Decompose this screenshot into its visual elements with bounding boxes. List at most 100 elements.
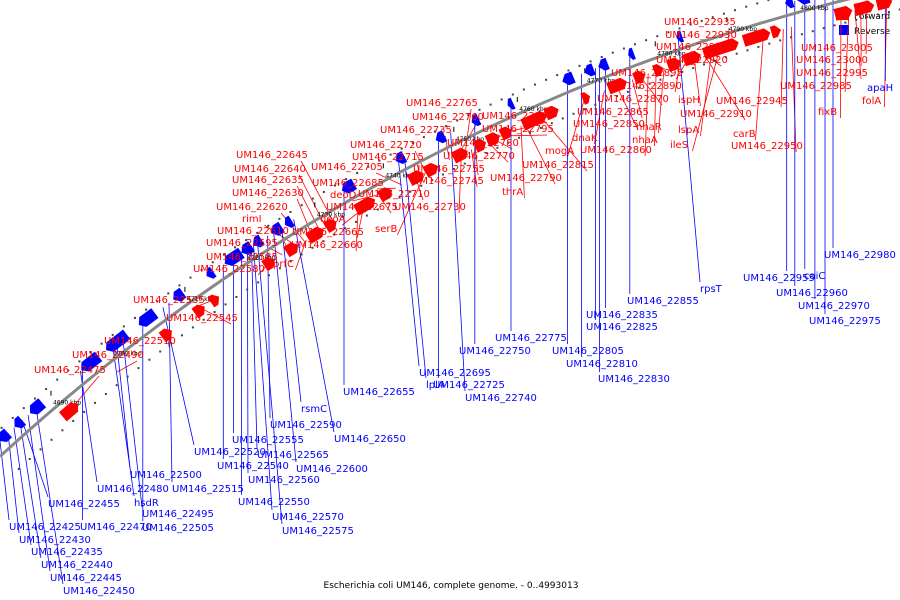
reverse-gene-label[interactable]: UM146_22810 (566, 359, 638, 370)
forward-gene-label[interactable]: ileS (670, 140, 688, 151)
forward-gene-label[interactable]: fixB (818, 107, 837, 118)
forward-gene-label[interactable]: UM146_22675 (326, 202, 398, 213)
forward-gene-label[interactable]: prfC (273, 259, 294, 270)
forward-gene-label[interactable]: UM146_22490 (72, 350, 144, 361)
reverse-gene-label[interactable]: UM146_22435 (31, 547, 103, 558)
forward-gene-label[interactable]: UM146_22925 (656, 42, 728, 53)
reverse-gene-arrow[interactable] (816, 0, 831, 1)
reverse-gene-arrow[interactable] (596, 57, 610, 73)
forward-gene-label[interactable]: UM146_22685 (312, 178, 384, 189)
reverse-gene-label[interactable]: UM146_22655 (343, 387, 415, 398)
forward-gene-label[interactable]: UM146_22475 (34, 365, 106, 376)
forward-gene-arrow[interactable] (406, 168, 427, 186)
reverse-gene-label[interactable]: UM146_22520 (194, 447, 266, 458)
forward-gene-label[interactable]: nhaA (632, 135, 658, 146)
forward-gene-arrow[interactable] (305, 224, 327, 244)
reverse-gene-label[interactable]: UM146_22740 (465, 393, 537, 404)
forward-gene-label[interactable]: UM146_22630 (232, 188, 304, 199)
forward-gene-label[interactable]: folA (862, 96, 881, 107)
forward-gene-label[interactable]: UM146_22765 (406, 98, 478, 109)
forward-gene-arrow[interactable] (853, 0, 875, 16)
forward-gene-arrow[interactable] (632, 69, 647, 85)
reverse-gene-label[interactable]: UM146_22835 (586, 310, 658, 321)
reverse-gene-label[interactable]: UM146_22565 (257, 450, 329, 461)
reverse-gene-label[interactable]: UM146_22575 (282, 526, 354, 537)
forward-gene-label[interactable]: UM146_22510 (104, 336, 176, 347)
reverse-gene-arrow[interactable] (282, 215, 295, 230)
forward-gene-label[interactable]: UM146_22755 (413, 164, 485, 175)
forward-gene-arrow[interactable] (833, 5, 853, 21)
forward-gene-label[interactable]: UM146_22535 (133, 295, 205, 306)
reverse-gene-label[interactable]: UM146_22955 (743, 273, 815, 284)
forward-gene-label[interactable]: UM146_22850 (573, 119, 645, 130)
reverse-gene-arrow[interactable] (393, 150, 408, 166)
forward-gene-label[interactable]: UM146_22715 (352, 152, 424, 163)
reverse-gene-label[interactable]: UM146_22450 (63, 586, 135, 597)
reverse-gene-label[interactable]: UM146_22500 (130, 470, 202, 481)
forward-gene-label[interactable]: UM146_22545 (166, 313, 238, 324)
reverse-gene-arrow[interactable] (26, 398, 47, 418)
reverse-gene-label[interactable]: UM146_22555 (232, 435, 304, 446)
forward-gene-arrow[interactable] (520, 109, 549, 131)
forward-gene-arrow[interactable] (498, 124, 515, 141)
reverse-gene-label[interactable]: UM146_22440 (41, 560, 113, 571)
forward-gene-arrow[interactable] (769, 24, 783, 39)
forward-gene-label[interactable]: UM146_22950 (731, 141, 803, 152)
reverse-gene-label[interactable]: rsmC (301, 404, 327, 415)
forward-gene-label[interactable]: UM146_22945 (716, 96, 788, 107)
forward-gene-label[interactable]: nhaR (636, 122, 662, 133)
reverse-gene-arrow[interactable] (674, 30, 685, 43)
reverse-gene-arrow[interactable] (250, 234, 265, 250)
forward-gene-label[interactable]: UM146_22665 (292, 227, 364, 238)
forward-gene-label[interactable]: UM146_22865 (577, 107, 649, 118)
forward-gene-label[interactable]: UM146_22620 (216, 202, 288, 213)
forward-gene-arrow[interactable] (283, 240, 301, 258)
forward-gene-arrow[interactable] (376, 185, 395, 203)
forward-gene-label[interactable]: UM146_22895 (611, 68, 683, 79)
forward-gene-label[interactable]: thrA (502, 187, 523, 198)
reverse-gene-label[interactable]: UM146_22805 (552, 346, 624, 357)
reverse-gene-label[interactable]: caiC (804, 271, 825, 282)
reverse-gene-label[interactable]: apaH (867, 83, 893, 94)
reverse-gene-arrow[interactable] (433, 130, 448, 145)
forward-gene-label[interactable]: UM146_23005 (801, 43, 873, 54)
reverse-gene-arrow[interactable] (626, 47, 636, 61)
forward-gene-label[interactable]: UM146_22660 (291, 240, 363, 251)
reverse-gene-arrow[interactable] (582, 63, 596, 78)
forward-gene-label[interactable]: UM146_22745 (412, 176, 484, 187)
reverse-gene-label[interactable]: UM146_22550 (238, 497, 310, 508)
forward-gene-label[interactable]: serB (375, 224, 397, 235)
forward-gene-label[interactable]: mogA (545, 146, 574, 157)
forward-gene-label[interactable]: deoD (330, 190, 357, 201)
reverse-gene-arrow[interactable] (268, 221, 285, 239)
reverse-gene-label[interactable]: UM146_22725 (433, 380, 505, 391)
forward-gene-arrow[interactable] (450, 146, 471, 164)
reverse-gene-label[interactable]: UM146_22750 (459, 346, 531, 357)
reverse-gene-label[interactable]: lplA (426, 380, 445, 391)
forward-gene-arrow[interactable] (323, 216, 339, 233)
reverse-gene-label[interactable]: UM146_22540 (217, 461, 289, 472)
reverse-gene-label[interactable]: UM146_22430 (19, 535, 91, 546)
reverse-gene-label[interactable]: UM146_22825 (586, 322, 658, 333)
forward-gene-label[interactable]: UM146_22770 (443, 151, 515, 162)
reverse-gene-label[interactable]: UM146_22515 (172, 484, 244, 495)
forward-gene-label[interactable]: UM146_22920 (656, 55, 728, 66)
forward-gene-label[interactable]: UM146_22645 (236, 150, 308, 161)
forward-gene-arrow[interactable] (875, 0, 893, 11)
forward-gene-arrow[interactable] (158, 326, 176, 343)
reverse-gene-label[interactable]: UM146_22775 (495, 333, 567, 344)
forward-gene-arrow[interactable] (701, 41, 727, 60)
reverse-gene-label[interactable]: UM146_22470 (80, 522, 152, 533)
reverse-gene-label[interactable]: UM146_22970 (798, 301, 870, 312)
forward-gene-arrow[interactable] (741, 27, 772, 47)
forward-gene-arrow[interactable] (543, 104, 561, 121)
forward-gene-label[interactable]: UM146_22815 (522, 160, 594, 171)
reverse-gene-label[interactable]: UM146_22975 (809, 316, 881, 327)
reverse-gene-label[interactable]: UM146_22855 (627, 296, 699, 307)
reverse-gene-label[interactable]: UM146_22570 (272, 512, 344, 523)
forward-gene-label[interactable]: UM146_22705 (311, 162, 383, 173)
forward-gene-arrow[interactable] (484, 130, 503, 148)
reverse-gene-label[interactable]: UM146_22650 (334, 434, 406, 445)
forward-gene-arrow[interactable] (652, 62, 666, 78)
reverse-gene-label[interactable]: UM146_22445 (50, 573, 122, 584)
